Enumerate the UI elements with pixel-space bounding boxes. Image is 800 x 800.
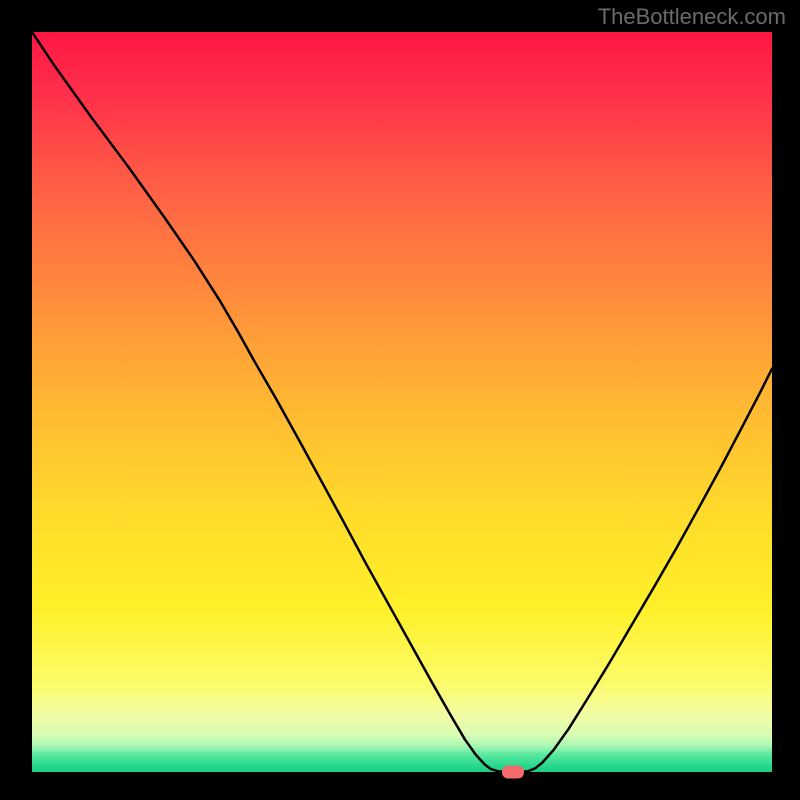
plot-background (32, 32, 772, 772)
bottleneck-chart (0, 0, 800, 800)
optimal-marker (502, 766, 524, 779)
attribution-text: TheBottleneck.com (598, 4, 786, 30)
